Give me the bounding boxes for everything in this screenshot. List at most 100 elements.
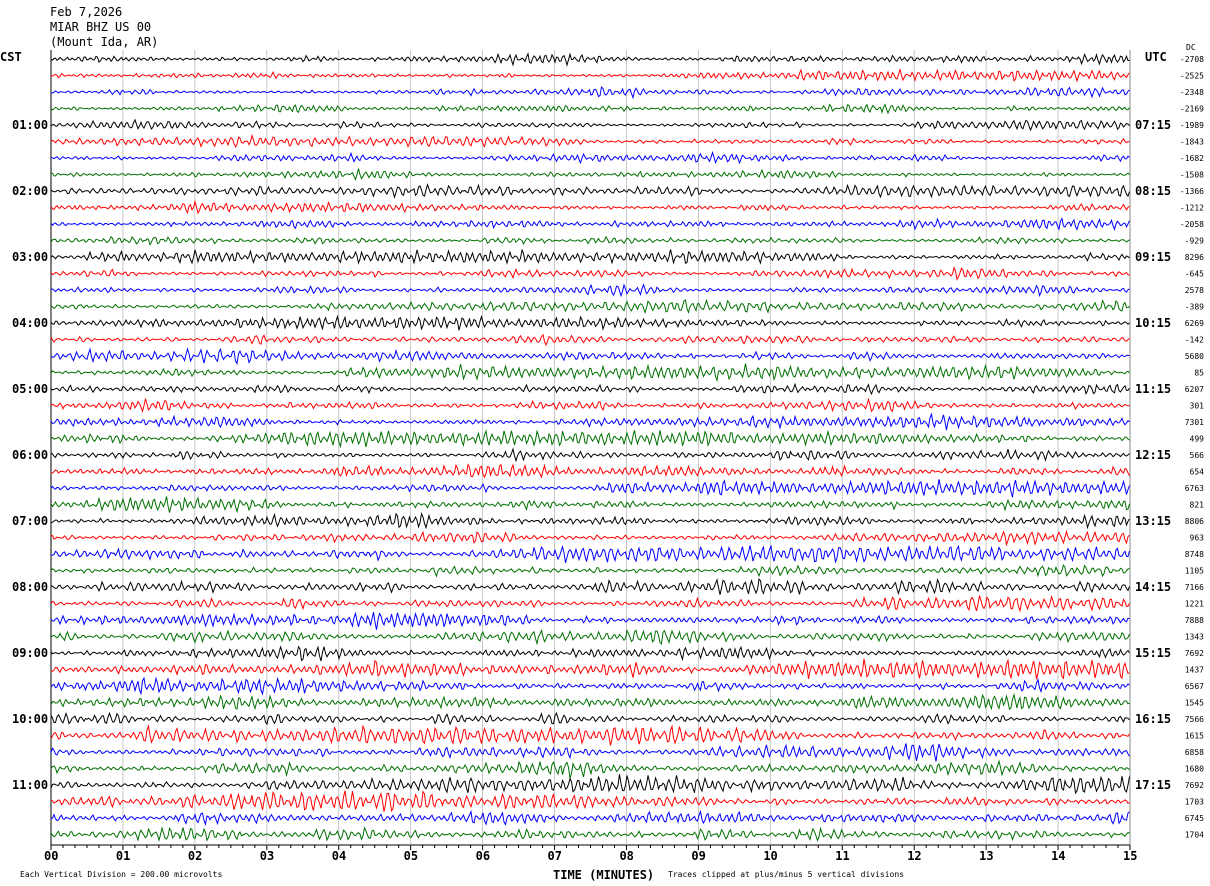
dc-offset-value: -2058: [1180, 220, 1204, 229]
dc-label: DC: [1186, 43, 1196, 52]
dc-offset-value: -1989: [1180, 121, 1204, 130]
dc-offset-value: -1508: [1180, 171, 1204, 180]
trace-line: [50, 774, 1130, 795]
trace-line: [50, 314, 1130, 331]
right-hour-label: 13:15: [1135, 514, 1171, 528]
traces: [50, 52, 1130, 843]
trace-line: [50, 692, 1130, 711]
dc-offset-value: 654: [1190, 468, 1205, 477]
dc-offset-value: -2708: [1180, 55, 1204, 64]
x-tick-label: 05: [404, 849, 418, 863]
trace-line: [50, 298, 1130, 315]
trace-line: [50, 578, 1130, 596]
scale-note: Each Vertical Division = 200.00 microvol…: [20, 870, 222, 879]
trace-line: [50, 645, 1130, 662]
dc-offset-value: -389: [1185, 303, 1204, 312]
x-axis-label: TIME (MINUTES): [553, 868, 654, 882]
right-hour-label: 10:15: [1135, 316, 1171, 330]
dc-offset-value: 6207: [1185, 385, 1204, 394]
dc-offset-value: 1343: [1185, 633, 1204, 642]
trace-line: [50, 168, 1130, 181]
left-hour-label: 03:00: [12, 250, 48, 264]
left-hour-label: 02:00: [12, 184, 48, 198]
dc-offset-value: 7692: [1185, 649, 1204, 658]
trace-line: [51, 68, 1130, 83]
trace-line: [50, 826, 1130, 843]
dc-offset-value: -1843: [1180, 138, 1204, 147]
dc-offset-value: -1366: [1180, 187, 1204, 196]
trace-line: [50, 248, 1130, 265]
trace-line: [50, 544, 1130, 564]
x-tick-label: 08: [619, 849, 633, 863]
left-hour-label: 06:00: [12, 448, 48, 462]
dc-offset-value: 1545: [1185, 699, 1204, 708]
x-tick-label: 04: [332, 849, 346, 863]
trace-line: [50, 199, 1130, 215]
trace-line: [50, 333, 1130, 347]
trace-line: [50, 628, 1130, 646]
dc-offset-value: 8748: [1185, 550, 1204, 559]
trace-line: [50, 397, 1130, 413]
dc-offset-value: 7888: [1185, 616, 1204, 625]
grid: [50, 50, 1131, 850]
dc-offset-value: 1105: [1185, 567, 1204, 576]
dc-offset-value: 499: [1190, 435, 1205, 444]
dc-offset-value: 5680: [1185, 352, 1204, 361]
trace-line: [50, 479, 1130, 498]
trace-line: [50, 103, 1130, 115]
dc-offset-value: 7166: [1185, 583, 1204, 592]
trace-line: [50, 743, 1130, 762]
left-hour-label: 10:00: [12, 712, 48, 726]
trace-line: [50, 676, 1130, 696]
dc-offset-value: -645: [1185, 270, 1204, 279]
dc-offset-value: 6567: [1185, 682, 1204, 691]
right-hour-label: 15:15: [1135, 646, 1171, 660]
trace-line: [50, 594, 1130, 613]
left-hour-label: 11:00: [12, 778, 48, 792]
trace-line: [50, 150, 1130, 165]
dc-offset-value: -1682: [1180, 154, 1204, 163]
dc-offset-value: 1703: [1185, 798, 1204, 807]
x-tick-label: 03: [260, 849, 274, 863]
dc-offset-value: 6858: [1185, 748, 1204, 757]
dc-offset-value: 2578: [1185, 286, 1204, 295]
trace-line: [50, 118, 1130, 132]
trace-line: [50, 809, 1130, 826]
left-hour-label: 08:00: [12, 580, 48, 594]
right-timezone-label: UTC: [1145, 50, 1167, 64]
x-tick-label: 01: [116, 849, 130, 863]
trace-line: [50, 724, 1130, 746]
trace-line: [50, 447, 1130, 463]
dc-offset-value: 1680: [1185, 765, 1204, 774]
dc-offset-value: -2169: [1180, 105, 1204, 114]
dc-offset-value: 963: [1190, 534, 1205, 543]
trace-line: [50, 711, 1130, 726]
trace-line: [50, 133, 1130, 149]
dc-offset-value: 1615: [1185, 732, 1204, 741]
dc-offset-value: 566: [1190, 451, 1205, 460]
x-tick-label: 12: [907, 849, 921, 863]
dc-offset-value: 7692: [1185, 781, 1204, 790]
dc-offset-value: 1221: [1185, 600, 1204, 609]
dc-offset-value: -142: [1185, 336, 1204, 345]
trace-line: [50, 529, 1130, 547]
clip-note: Traces clipped at plus/minus 5 vertical …: [668, 870, 904, 879]
right-hour-label: 07:15: [1135, 118, 1171, 132]
dc-offset-value: 85: [1194, 369, 1204, 378]
trace-line: [50, 496, 1130, 514]
x-tick-label: 07: [548, 849, 562, 863]
labels: 00 01 02 03 04 05 06 07 08 09 10 11 12 13 14 15 -2708 -25…: [12, 55, 1204, 863]
dc-offset-value: 6745: [1185, 814, 1204, 823]
trace-line: [50, 183, 1130, 200]
dc-offset-value: 7301: [1185, 418, 1204, 427]
trace-line: [50, 429, 1130, 449]
dc-offset-value: -2348: [1180, 88, 1204, 97]
dc-offset-value: 821: [1190, 501, 1205, 510]
location-label: (Mount Ida, AR): [50, 35, 158, 49]
trace-line: [50, 412, 1130, 431]
trace-line: [50, 512, 1130, 530]
left-hour-label: 04:00: [12, 316, 48, 330]
x-tick-label: 02: [188, 849, 202, 863]
right-hour-label: 12:15: [1135, 448, 1171, 462]
right-hour-label: 16:15: [1135, 712, 1171, 726]
